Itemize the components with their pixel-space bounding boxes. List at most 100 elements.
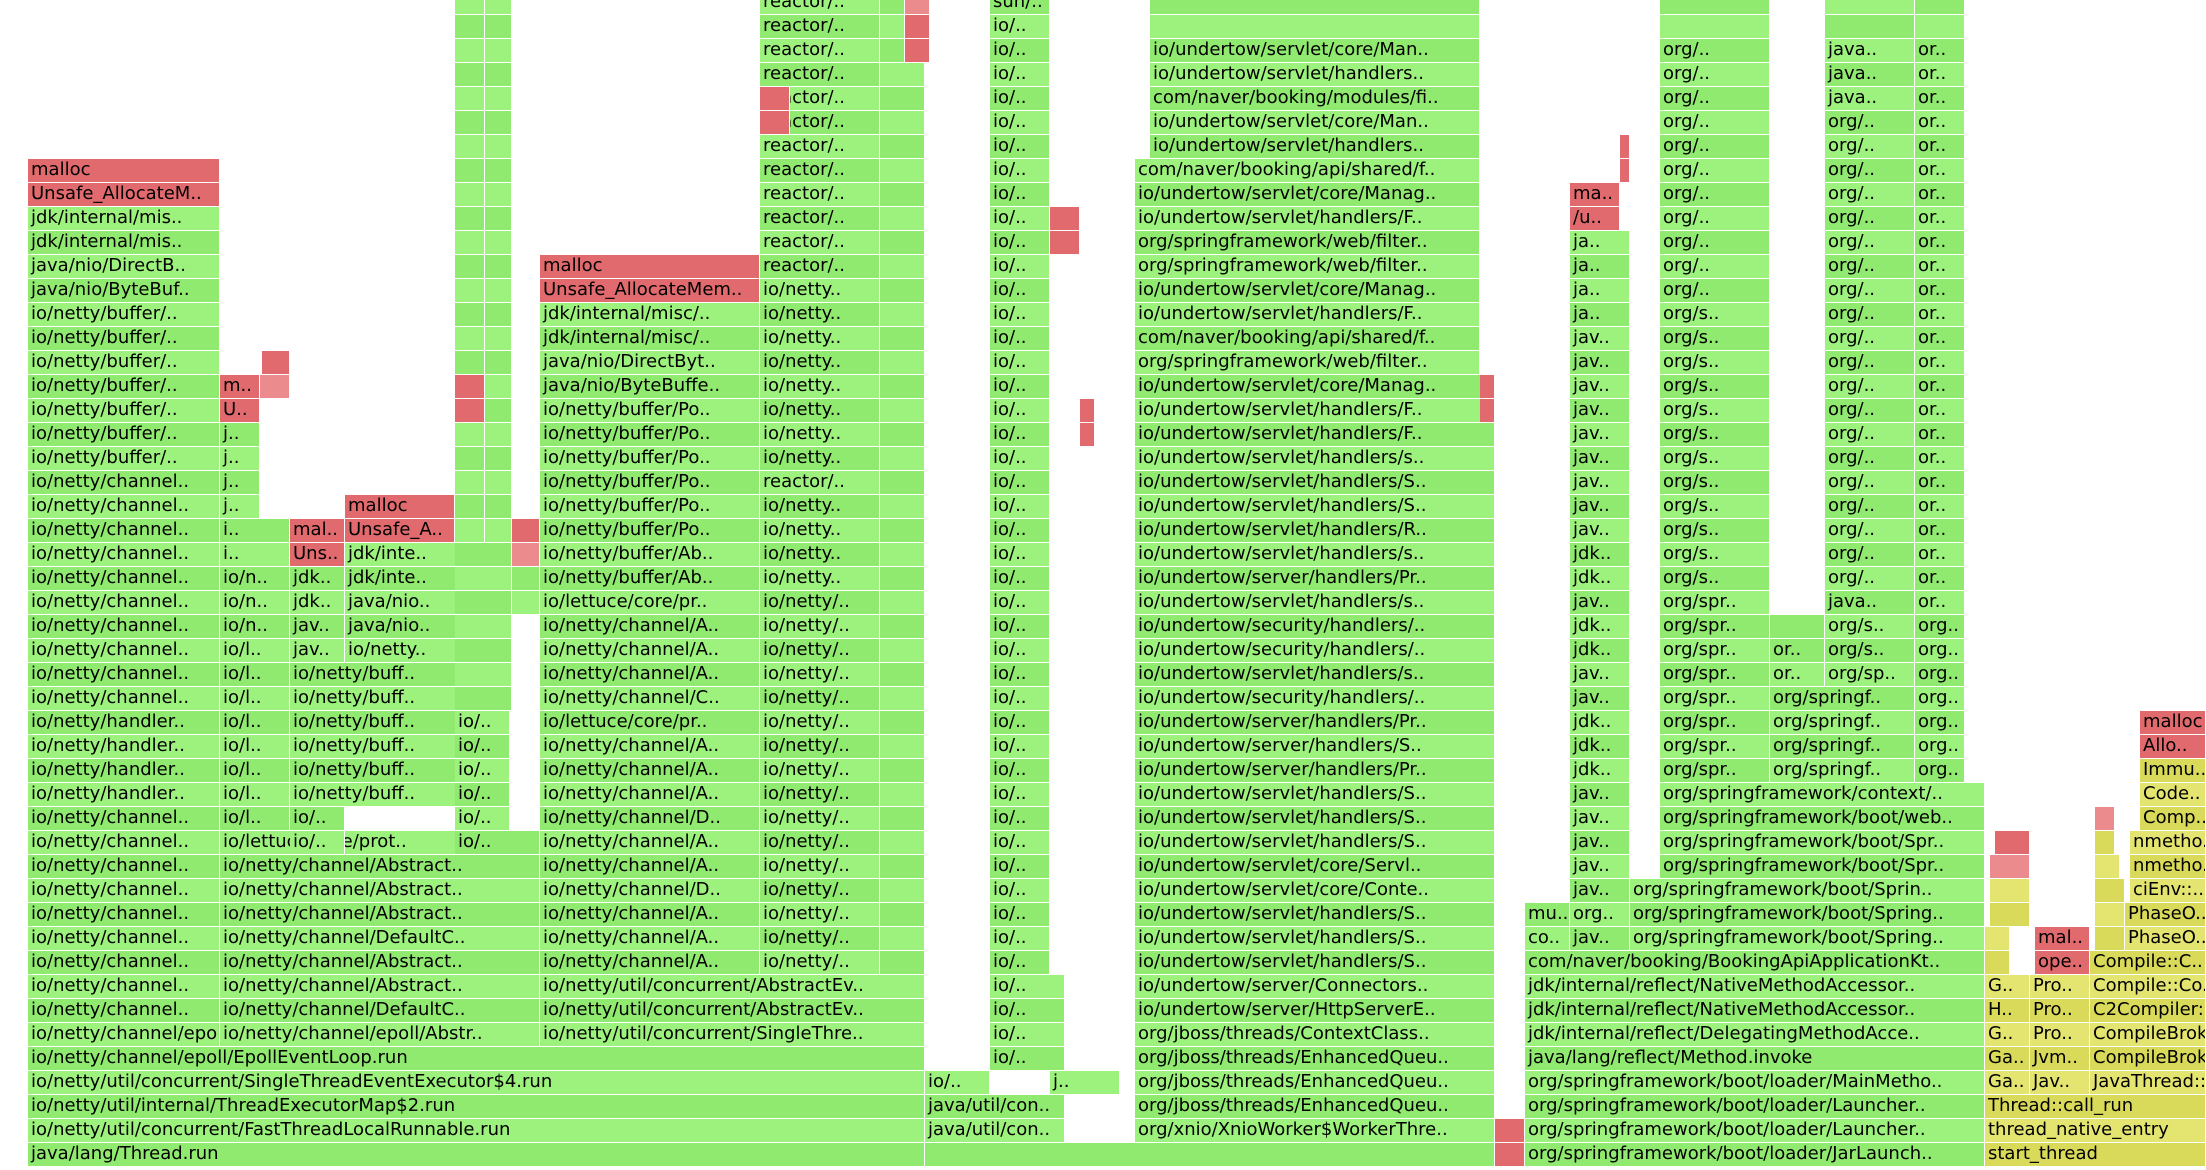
- stack-frame[interactable]: io/undertow/server/HttpServerE..: [1135, 999, 1495, 1023]
- stack-frame[interactable]: io/netty/buffer/..: [28, 423, 220, 447]
- stack-frame[interactable]: org/s..: [1825, 639, 1915, 663]
- stack-frame[interactable]: io/netty/util/concurrent/SingleThreadEve…: [28, 1071, 925, 1095]
- stack-frame[interactable]: io/l..: [220, 687, 290, 711]
- stack-frame[interactable]: org..: [1915, 687, 1965, 711]
- stack-frame[interactable]: java/nio/DirectB..: [28, 255, 220, 279]
- stack-frame[interactable]: io/netty/buffer/Po..: [540, 519, 760, 543]
- stack-frame[interactable]: or..: [1915, 591, 1965, 615]
- stack-frame[interactable]: io/l..: [220, 711, 290, 735]
- stack-frame[interactable]: [485, 183, 512, 207]
- stack-frame[interactable]: java/nio/ByteBuffe..: [540, 375, 760, 399]
- stack-frame[interactable]: [880, 351, 925, 375]
- stack-frame[interactable]: io/lettuce/core/pr..: [540, 591, 760, 615]
- stack-frame[interactable]: ja..: [1570, 255, 1630, 279]
- stack-frame[interactable]: [262, 351, 290, 375]
- stack-frame[interactable]: io/undertow/servlet/handlers..: [1150, 63, 1480, 87]
- stack-frame[interactable]: io/undertow/servlet/handlers/F..: [1135, 399, 1495, 423]
- stack-frame[interactable]: [880, 399, 925, 423]
- stack-frame[interactable]: org/springframework/boot/Spr..: [1660, 855, 1985, 879]
- stack-frame[interactable]: io/netty..: [760, 567, 880, 591]
- stack-frame[interactable]: org/spr..: [1660, 615, 1770, 639]
- stack-frame[interactable]: j..: [220, 447, 260, 471]
- stack-frame[interactable]: Ga..: [1985, 1071, 2030, 1095]
- stack-frame[interactable]: [1050, 207, 1080, 231]
- stack-frame[interactable]: j..: [220, 423, 260, 447]
- stack-frame[interactable]: [880, 159, 925, 183]
- stack-frame[interactable]: io/..: [990, 519, 1050, 543]
- stack-frame[interactable]: jdk..: [1570, 711, 1630, 735]
- stack-frame[interactable]: io/..: [990, 999, 1065, 1023]
- stack-frame[interactable]: io/netty/channel/A..: [540, 735, 760, 759]
- stack-frame[interactable]: org/springframework/web/filter..: [1135, 255, 1480, 279]
- stack-frame[interactable]: [512, 591, 540, 615]
- stack-frame[interactable]: [1825, 15, 1915, 39]
- stack-frame[interactable]: io/netty/handler..: [28, 735, 220, 759]
- stack-frame[interactable]: [485, 87, 512, 111]
- stack-frame[interactable]: org/springframework/boot/web..: [1660, 807, 1985, 831]
- stack-frame[interactable]: [2095, 855, 2120, 879]
- stack-frame[interactable]: io/netty/..: [760, 879, 880, 903]
- stack-frame[interactable]: jav..: [1570, 663, 1630, 687]
- stack-frame[interactable]: io/netty/channel..: [28, 879, 220, 903]
- stack-frame[interactable]: io/netty/channel/A..: [540, 855, 760, 879]
- stack-frame[interactable]: org/spr..: [1660, 591, 1770, 615]
- stack-frame[interactable]: [880, 279, 925, 303]
- stack-frame[interactable]: Pro..: [2030, 975, 2090, 999]
- stack-frame[interactable]: sun/..: [990, 0, 1050, 15]
- stack-frame[interactable]: com/naver/booking/api/shared/f..: [1135, 159, 1480, 183]
- stack-frame[interactable]: io/netty/channel/Abstract..: [220, 951, 540, 975]
- stack-frame[interactable]: io/netty/channel/Abstract..: [220, 879, 540, 903]
- stack-frame[interactable]: [455, 15, 485, 39]
- stack-frame[interactable]: org/s..: [1660, 375, 1770, 399]
- stack-frame[interactable]: [455, 135, 485, 159]
- stack-frame[interactable]: io/netty..: [760, 327, 880, 351]
- stack-frame[interactable]: [880, 327, 925, 351]
- stack-frame[interactable]: org/spr..: [1660, 639, 1770, 663]
- stack-frame[interactable]: io/..: [990, 327, 1050, 351]
- stack-frame[interactable]: Comp..: [2140, 807, 2206, 831]
- stack-frame[interactable]: i..: [220, 519, 290, 543]
- stack-frame[interactable]: or..: [1915, 519, 1965, 543]
- stack-frame[interactable]: io/netty..: [760, 303, 880, 327]
- stack-frame[interactable]: java/lang/reflect/Method.invoke: [1525, 1047, 1985, 1071]
- stack-frame[interactable]: jav..: [1570, 687, 1630, 711]
- stack-frame[interactable]: org/s..: [1660, 423, 1770, 447]
- stack-frame[interactable]: io/undertow/servlet/handlers/S..: [1135, 903, 1495, 927]
- stack-frame[interactable]: reactor/..: [760, 183, 880, 207]
- stack-frame[interactable]: java/nio/DirectByt..: [540, 351, 760, 375]
- stack-frame[interactable]: io/netty/channel..: [28, 807, 220, 831]
- stack-frame[interactable]: jdk..: [1570, 735, 1630, 759]
- stack-frame[interactable]: or..: [1915, 447, 1965, 471]
- stack-frame[interactable]: CompileBroker..: [2090, 1023, 2206, 1047]
- stack-frame[interactable]: [455, 207, 485, 231]
- stack-frame[interactable]: io/netty..: [760, 399, 880, 423]
- stack-frame[interactable]: j..: [220, 495, 260, 519]
- stack-frame[interactable]: reactor/..: [760, 207, 880, 231]
- stack-frame[interactable]: io/..: [455, 783, 510, 807]
- stack-frame[interactable]: G..: [1985, 975, 2030, 999]
- stack-frame[interactable]: io/netty/buffer/Po..: [540, 423, 760, 447]
- stack-frame[interactable]: io/netty/channel/A..: [540, 831, 760, 855]
- stack-frame[interactable]: [455, 591, 512, 615]
- stack-frame[interactable]: [455, 423, 485, 447]
- stack-frame[interactable]: or..: [1915, 543, 1965, 567]
- stack-frame[interactable]: io/undertow/servlet/core/Manag..: [1135, 183, 1480, 207]
- stack-frame[interactable]: io/undertow/servlet/handlers/F..: [1135, 303, 1480, 327]
- stack-frame[interactable]: org/jboss/threads/EnhancedQueu..: [1135, 1095, 1495, 1119]
- stack-frame[interactable]: io/netty/channel/DefaultC..: [220, 999, 540, 1023]
- stack-frame[interactable]: io/undertow/servlet/handlers/F..: [1135, 207, 1480, 231]
- stack-frame[interactable]: PhaseO..: [2125, 927, 2206, 951]
- stack-frame[interactable]: [1620, 159, 1630, 183]
- stack-frame[interactable]: io/netty..: [760, 495, 880, 519]
- stack-frame[interactable]: Unsafe_A..: [345, 519, 455, 543]
- stack-frame[interactable]: C2Compiler::..: [2090, 999, 2206, 1023]
- stack-frame[interactable]: [1985, 951, 2010, 975]
- stack-frame[interactable]: io/..: [990, 399, 1050, 423]
- stack-frame[interactable]: Pro..: [2030, 999, 2090, 1023]
- stack-frame[interactable]: j..: [220, 471, 260, 495]
- stack-frame[interactable]: [880, 207, 925, 231]
- stack-frame[interactable]: io/l..: [220, 735, 290, 759]
- stack-frame[interactable]: java..: [1825, 591, 1915, 615]
- stack-frame[interactable]: io/netty/..: [760, 831, 880, 855]
- stack-frame[interactable]: or..: [1915, 39, 1965, 63]
